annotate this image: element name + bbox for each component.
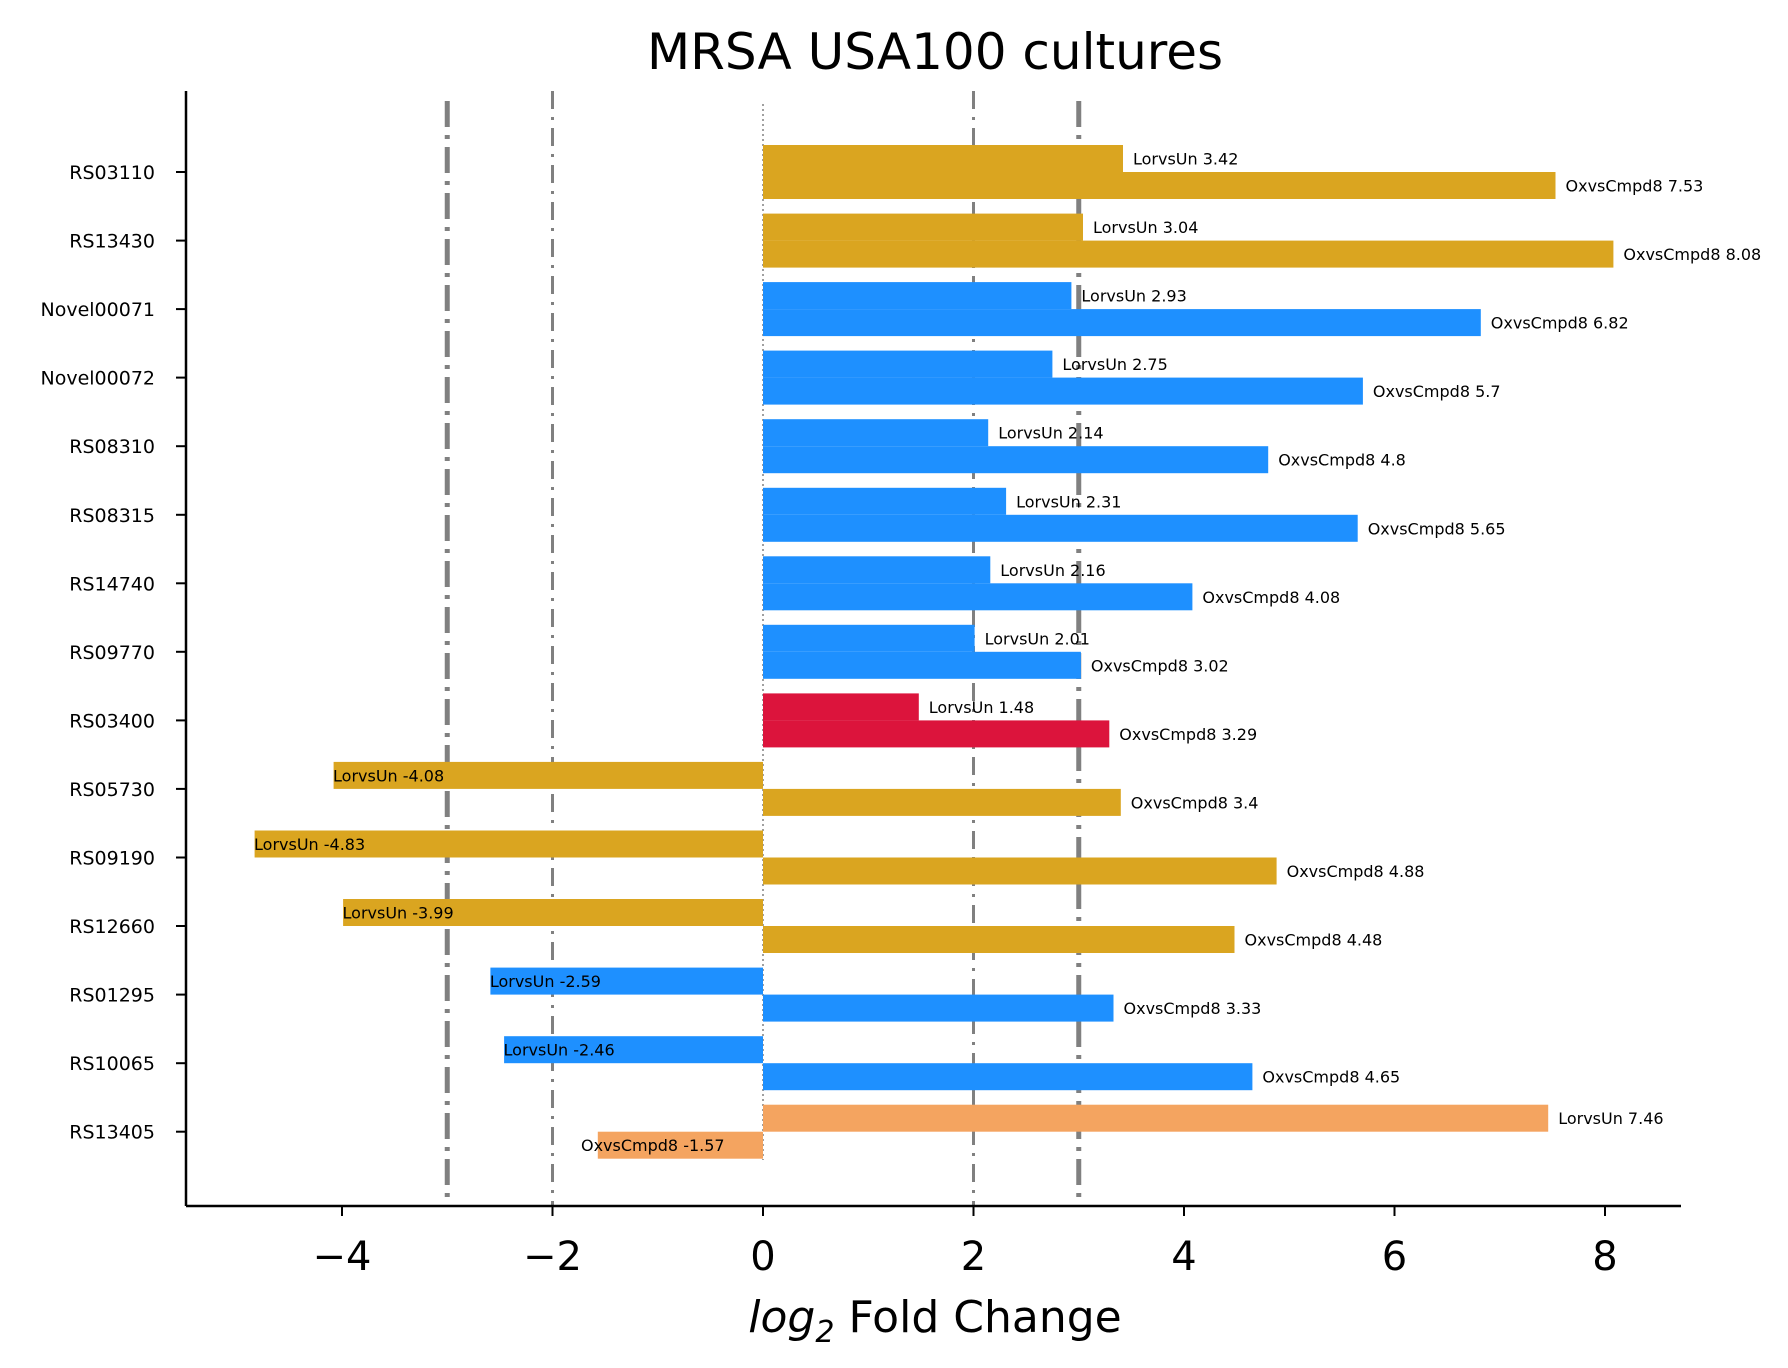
axes	[184, 91, 1681, 1208]
bar-lorvsun	[490, 967, 763, 995]
y-tick-label: RS10065	[69, 1053, 155, 1075]
bar-value-label: OxvsCmpd8 5.65	[1368, 519, 1506, 538]
bar-lorvsun	[763, 1104, 1549, 1132]
bar-lorvsun	[763, 624, 975, 652]
bar-value-label: OxvsCmpd8 4.65	[1262, 1068, 1400, 1087]
y-tick-label: RS03110	[69, 162, 155, 184]
bar-value-label: OxvsCmpd8 5.7	[1373, 382, 1501, 401]
bar-value-label: OxvsCmpd8 4.08	[1202, 588, 1340, 607]
bar-value-label: LorvsUn 2.01	[985, 629, 1090, 648]
bar-value-label: LorvsUn -2.59	[490, 972, 601, 991]
bar-value-label: OxvsCmpd8 7.53	[1566, 177, 1704, 196]
bar-oxvscmpd8	[763, 240, 1614, 268]
y-tick-label: RS13430	[69, 231, 155, 253]
bar-value-label: OxvsCmpd8 4.88	[1287, 862, 1425, 881]
bar-value-label: OxvsCmpd8 4.48	[1245, 931, 1383, 950]
bar-value-label: LorvsUn 2.93	[1081, 287, 1186, 306]
bar-value-label: LorvsUn 2.31	[1016, 492, 1121, 511]
bar-oxvscmpd8	[763, 172, 1556, 199]
chart-title: MRSA USA100 cultures	[647, 23, 1223, 81]
bar-oxvscmpd8	[763, 583, 1193, 611]
bar-oxvscmpd8	[597, 1131, 763, 1159]
bar-oxvscmpd8	[763, 651, 1081, 679]
x-axis-label: log2 Fold Change	[748, 1292, 1121, 1350]
x-axis-label-math: log	[748, 1292, 815, 1343]
x-tick-label: 6	[1382, 1234, 1407, 1280]
bar-value-label: LorvsUn 2.75	[1062, 355, 1167, 374]
y-tick-label: RS14740	[69, 573, 155, 595]
bar-value-label: LorvsUn -2.46	[504, 1041, 615, 1060]
y-tick-label: RS05730	[69, 779, 155, 801]
y-tick-label: RS13405	[69, 1122, 155, 1144]
y-ticks: RS03110 RS13430 Novel00071 Novel00072 RS0831…	[41, 162, 186, 1144]
bar-lorvsun	[763, 350, 1053, 378]
bar-lorvsun	[763, 487, 1007, 515]
x-axis-label-text: Fold Change	[834, 1292, 1121, 1343]
bar-lorvsun	[763, 556, 991, 584]
bar-oxvscmpd8	[763, 446, 1269, 474]
bar-value-label: OxvsCmpd8 8.08	[1623, 245, 1761, 264]
x-tick-label: −4	[313, 1234, 372, 1280]
x-tick-label: −2	[523, 1234, 582, 1280]
bar-lorvsun	[763, 282, 1072, 310]
bar-lorvsun	[763, 419, 989, 447]
bar-value-label: LorvsUn 1.48	[929, 698, 1034, 717]
bar-value-label: OxvsCmpd8 3.33	[1124, 999, 1262, 1018]
bar-lorvsun	[763, 213, 1083, 241]
bar-lorvsun	[763, 145, 1123, 172]
bar-lorvsun	[254, 830, 763, 858]
y-tick-label: RS12660	[69, 916, 155, 938]
bar-oxvscmpd8	[763, 514, 1358, 542]
bar-value-label: OxvsCmpd8 3.02	[1091, 656, 1229, 675]
bar-value-label: OxvsCmpd8 3.29	[1119, 725, 1257, 744]
y-tick-label: RS09190	[69, 848, 155, 870]
x-tick-label: 4	[1171, 1234, 1196, 1280]
bar-lorvsun	[763, 693, 919, 721]
bar-value-label: LorvsUn -4.83	[254, 835, 365, 854]
bar-value-label: LorvsUn 3.04	[1093, 218, 1198, 237]
bar-value-label: OxvsCmpd8 6.82	[1491, 314, 1629, 333]
y-tick-label: Novel00071	[41, 299, 156, 321]
bar-value-label: LorvsUn 2.16	[1000, 561, 1105, 580]
x-tick-label: 0	[750, 1234, 775, 1280]
bar-oxvscmpd8	[763, 926, 1235, 953]
bar-lorvsun	[343, 899, 763, 926]
bar-value-label: OxvsCmpd8 -1.57	[581, 1136, 725, 1155]
bar-value-label: LorvsUn -4.08	[333, 766, 444, 785]
x-tick-label: 2	[961, 1234, 986, 1280]
bar-labels: LorvsUn 3.42 OxvsCmpd8 7.53 LorvsUn 3.04 Ox…	[254, 150, 1761, 1156]
bar-value-label: OxvsCmpd8 3.4	[1131, 793, 1259, 812]
bar-value-label: LorvsUn 7.46	[1558, 1109, 1663, 1128]
x-ticks: −4 −2 0 2 4 6 8	[313, 1206, 1618, 1280]
y-tick-label: RS01295	[69, 985, 155, 1007]
y-tick-label: RS09770	[69, 642, 155, 664]
y-tick-label: Novel00072	[41, 368, 156, 390]
y-tick-label: RS08310	[69, 436, 155, 458]
bar-value-label: LorvsUn -3.99	[343, 904, 454, 923]
bar-lorvsun	[333, 761, 763, 789]
bar-oxvscmpd8	[763, 1063, 1253, 1091]
bar-lorvsun	[504, 1036, 763, 1064]
x-axis-label-subscript: 2	[815, 1315, 834, 1350]
bar-value-label: OxvsCmpd8 4.8	[1278, 451, 1406, 470]
y-tick-label: RS08315	[69, 505, 155, 527]
bar-oxvscmpd8	[763, 377, 1363, 405]
y-tick-label: RS03400	[69, 710, 155, 732]
bar-oxvscmpd8	[763, 720, 1110, 748]
bar-oxvscmpd8	[763, 994, 1114, 1022]
bar-oxvscmpd8	[763, 857, 1277, 885]
bar-oxvscmpd8	[763, 788, 1121, 816]
bar-value-label: LorvsUn 3.42	[1133, 150, 1238, 169]
x-tick-label: 8	[1592, 1234, 1617, 1280]
bar-value-label: LorvsUn 2.14	[998, 424, 1103, 443]
bar-oxvscmpd8	[763, 309, 1481, 337]
bars	[254, 145, 1614, 1159]
